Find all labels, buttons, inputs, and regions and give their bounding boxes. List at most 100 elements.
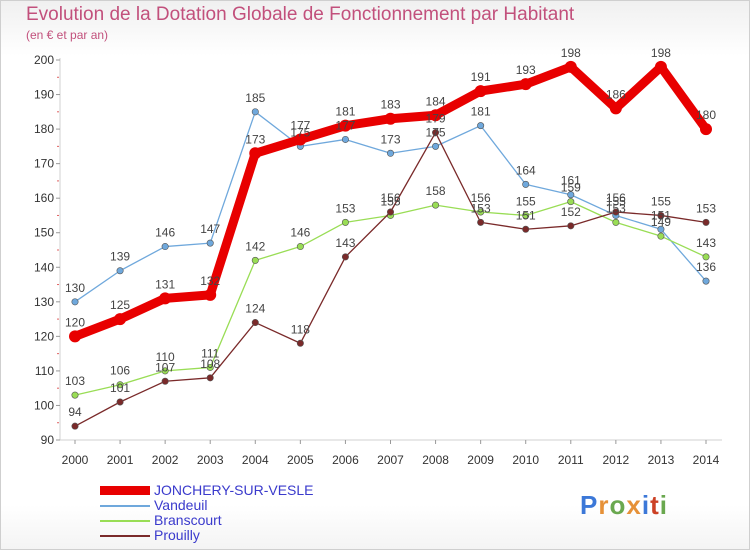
data-label: 131 bbox=[155, 277, 175, 291]
data-label: 103 bbox=[65, 374, 85, 388]
data-point bbox=[116, 267, 124, 275]
x-tick-label: 2014 bbox=[693, 453, 720, 467]
x-tick-label: 2013 bbox=[648, 453, 675, 467]
data-label: 118 bbox=[291, 322, 310, 336]
data-label: 177 bbox=[335, 118, 355, 132]
y-tick-label: 100 bbox=[34, 398, 54, 412]
data-label: 142 bbox=[245, 239, 265, 253]
y-tick-label: 120 bbox=[34, 329, 54, 343]
data-label: 111 bbox=[201, 346, 220, 360]
data-point bbox=[657, 225, 665, 233]
data-point bbox=[519, 78, 532, 91]
y-tick-label: 130 bbox=[34, 295, 54, 309]
logo-letter: r bbox=[598, 490, 610, 520]
logo-letter: i bbox=[659, 490, 668, 520]
data-point bbox=[251, 256, 259, 264]
data-label: 94 bbox=[68, 405, 82, 419]
data-label: 132 bbox=[200, 274, 220, 288]
data-label: 146 bbox=[155, 226, 175, 240]
data-label: 177 bbox=[290, 118, 310, 132]
data-label: 173 bbox=[380, 132, 400, 146]
data-label: 151 bbox=[651, 208, 671, 222]
data-label: 110 bbox=[156, 350, 175, 364]
data-label: 136 bbox=[696, 260, 716, 274]
data-point bbox=[522, 180, 530, 188]
data-label: 198 bbox=[561, 46, 581, 60]
data-point bbox=[567, 191, 575, 199]
data-label: 153 bbox=[696, 201, 716, 215]
data-label: 193 bbox=[516, 63, 536, 77]
data-point bbox=[386, 149, 394, 157]
data-label: 153 bbox=[471, 201, 491, 215]
data-label: 149 bbox=[651, 215, 671, 229]
data-point bbox=[432, 201, 440, 209]
data-point bbox=[249, 147, 262, 160]
legend-label: JONCHERY-SUR-VESLE bbox=[154, 482, 314, 498]
data-point bbox=[657, 211, 665, 219]
data-point bbox=[432, 129, 440, 137]
proxiti-logo: Proxiti bbox=[580, 490, 668, 521]
y-tick-label: 180 bbox=[34, 122, 54, 136]
data-label: 185 bbox=[245, 91, 265, 105]
data-label: 146 bbox=[290, 226, 310, 240]
logo-letter: t bbox=[650, 490, 660, 520]
data-label: 175 bbox=[290, 125, 310, 139]
data-label: 191 bbox=[471, 70, 491, 84]
data-point bbox=[71, 422, 79, 430]
data-point bbox=[159, 292, 172, 305]
x-tick-label: 2000 bbox=[62, 453, 89, 467]
legend-swatch bbox=[100, 505, 150, 507]
legend-label: Branscourt bbox=[154, 512, 222, 528]
data-point bbox=[700, 123, 712, 136]
x-tick-label: 2003 bbox=[197, 453, 224, 467]
data-point bbox=[296, 339, 304, 347]
legend-swatch bbox=[100, 535, 150, 537]
x-tick-label: 2002 bbox=[152, 453, 179, 467]
data-label: 130 bbox=[65, 281, 85, 295]
data-point bbox=[477, 218, 485, 226]
logo-letter: o bbox=[609, 490, 627, 520]
data-label: 143 bbox=[696, 236, 716, 250]
data-point bbox=[567, 222, 575, 230]
logo-letter: i bbox=[641, 490, 651, 520]
data-point bbox=[702, 218, 710, 226]
data-point bbox=[702, 277, 710, 285]
y-tick-label: 200 bbox=[34, 53, 54, 67]
data-label: 159 bbox=[561, 181, 581, 195]
data-point bbox=[429, 109, 442, 122]
data-point bbox=[477, 208, 485, 216]
data-label: 125 bbox=[110, 298, 130, 312]
data-label: 181 bbox=[471, 105, 491, 119]
x-tick-label: 2009 bbox=[467, 453, 494, 467]
logo-letter: x bbox=[626, 490, 642, 520]
data-label: 186 bbox=[606, 87, 626, 101]
data-point bbox=[567, 198, 575, 206]
data-point bbox=[251, 108, 259, 116]
x-tick-label: 2007 bbox=[377, 453, 404, 467]
data-label: 107 bbox=[155, 360, 175, 374]
y-tick-label: 160 bbox=[34, 191, 54, 205]
data-point bbox=[116, 398, 124, 406]
chart-title: Evolution de la Dotation Globale de Fonc… bbox=[26, 4, 575, 25]
data-label: 155 bbox=[380, 194, 400, 208]
logo-letter: P bbox=[580, 490, 599, 520]
data-label: 180 bbox=[696, 108, 716, 122]
data-label: 124 bbox=[245, 302, 265, 316]
data-label: 164 bbox=[516, 163, 536, 177]
data-point bbox=[341, 135, 349, 143]
data-label: 153 bbox=[606, 201, 626, 215]
y-tick-label: 150 bbox=[34, 226, 54, 240]
data-point bbox=[386, 208, 394, 216]
y-tick-label: 170 bbox=[34, 157, 54, 171]
data-point bbox=[477, 122, 485, 130]
data-point bbox=[341, 253, 349, 261]
legend-label: Prouilly bbox=[154, 527, 200, 543]
data-label: 158 bbox=[426, 184, 446, 198]
data-label: 155 bbox=[651, 194, 671, 208]
data-point bbox=[204, 288, 217, 301]
data-point bbox=[71, 391, 79, 399]
data-point bbox=[114, 313, 127, 326]
data-label: 179 bbox=[426, 112, 446, 126]
data-point bbox=[116, 381, 124, 389]
data-point bbox=[69, 330, 81, 343]
